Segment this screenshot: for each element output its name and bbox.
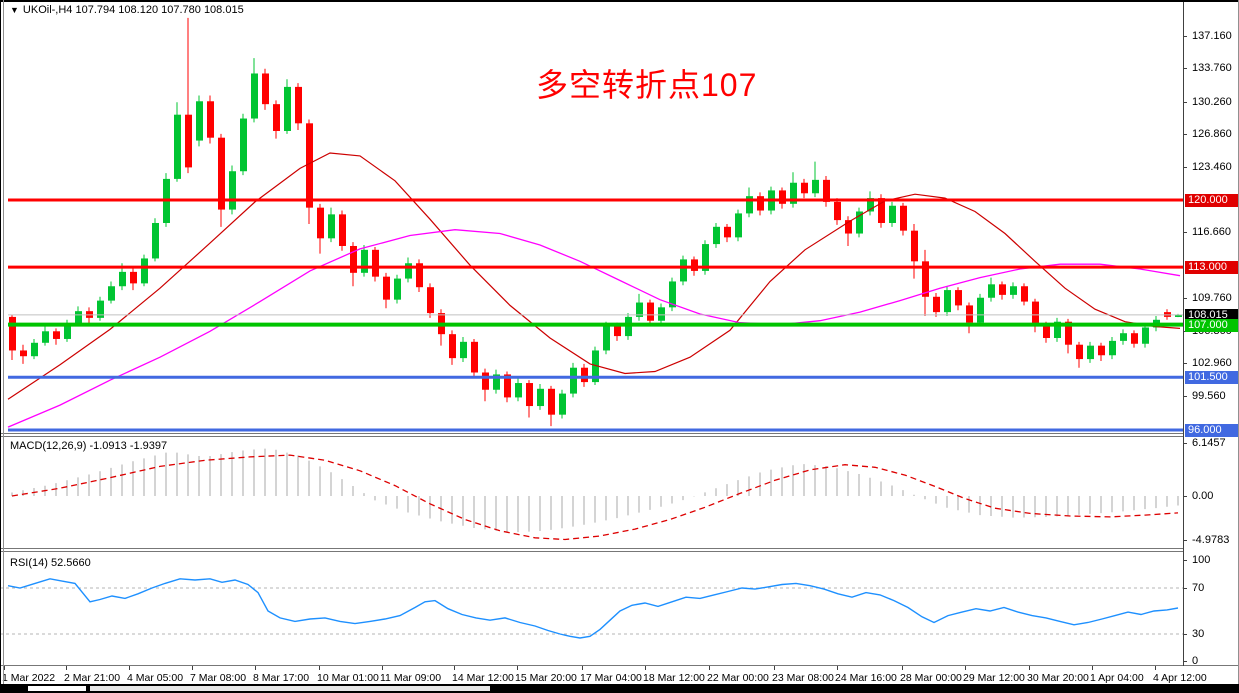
time-label: 29 Mar 12:00 xyxy=(963,672,1025,684)
price-tick-label: 109.760 xyxy=(1192,292,1232,305)
time-tick-mark xyxy=(902,666,903,670)
time-label: 10 Mar 01:00 xyxy=(317,672,379,684)
bottom-scrollbar[interactable] xyxy=(0,684,1239,693)
time-label: 2 Mar 21:00 xyxy=(64,672,121,684)
scrollbar-thumb[interactable] xyxy=(28,686,86,691)
scrollbar-track xyxy=(90,686,490,691)
time-label: 23 Mar 08:00 xyxy=(772,672,834,684)
window-border-left xyxy=(0,0,1,684)
time-tick-mark xyxy=(965,666,966,670)
rsi-tick-label: 0 xyxy=(1192,655,1199,667)
symbol-dropdown-icon[interactable]: ▼ xyxy=(10,5,19,15)
time-label: 24 Mar 16:00 xyxy=(835,672,897,684)
macd-tick-mark xyxy=(1183,496,1187,497)
time-tick-mark xyxy=(774,666,775,670)
time-label: 4 Mar 05:00 xyxy=(127,672,184,684)
macd-tick-label: 6.1457 xyxy=(1192,437,1226,449)
price-tick-label: 116.660 xyxy=(1192,226,1231,238)
rsi-tick-mark xyxy=(1183,634,1187,635)
price-level-box: 101.500 xyxy=(1185,371,1238,385)
time-tick-mark xyxy=(454,666,455,670)
price-tick-label: 99.560 xyxy=(1192,389,1226,402)
panel-separator xyxy=(0,551,1183,552)
macd-tick-mark xyxy=(1183,540,1187,541)
window-border-top xyxy=(0,0,1239,2)
time-tick-mark xyxy=(4,666,5,670)
time-tick-mark xyxy=(645,666,646,670)
time-label: 1 Apr 04:00 xyxy=(1090,672,1144,684)
time-label: 22 Mar 00:00 xyxy=(707,672,769,684)
chart-title: ▼ UKOil-,H4 107.794 108.120 107.780 108.0… xyxy=(10,4,244,16)
price-tick-label: 102.960 xyxy=(1192,357,1232,370)
time-label: 18 Mar 12:00 xyxy=(643,672,705,684)
price-tick-label: 137.160 xyxy=(1192,29,1232,42)
macd-indicator-chart[interactable] xyxy=(0,437,1183,546)
time-tick-mark xyxy=(255,666,256,670)
rsi-tick-mark xyxy=(1183,661,1187,662)
price-tick-label: 130.260 xyxy=(1192,95,1232,108)
price-tick-mark xyxy=(1183,298,1187,300)
price-axis-line xyxy=(1183,0,1184,666)
rsi-tick-label: 30 xyxy=(1192,628,1205,640)
time-label: 30 Mar 20:00 xyxy=(1027,672,1089,684)
time-label: 14 Mar 12:00 xyxy=(452,672,514,684)
time-label: 11 Mar 09:00 xyxy=(380,672,442,684)
price-tick-mark xyxy=(1183,35,1187,37)
price-level-box: 113.000 xyxy=(1185,261,1238,275)
chart-annotation-text: 多空转折点107 xyxy=(536,67,758,103)
time-tick-mark xyxy=(837,666,838,670)
rsi-tick-mark xyxy=(1183,588,1187,589)
time-tick-mark xyxy=(709,666,710,670)
main-price-chart[interactable] xyxy=(0,0,1183,433)
time-tick-mark xyxy=(319,666,320,670)
time-tick-mark xyxy=(129,666,130,670)
price-tick-mark xyxy=(1183,363,1187,365)
rsi-tick-label: 100 xyxy=(1192,554,1211,566)
price-level-box: 96.000 xyxy=(1185,424,1238,437)
price-level-box: 120.000 xyxy=(1185,193,1238,207)
time-tick-mark xyxy=(1029,666,1030,670)
price-tick-label: 123.460 xyxy=(1192,160,1232,173)
price-level-box: 107.000 xyxy=(1185,318,1238,332)
window-border-left-inner xyxy=(3,0,4,684)
price-tick-label: 133.760 xyxy=(1192,62,1232,75)
time-tick-mark xyxy=(582,666,583,670)
time-label: 28 Mar 00:00 xyxy=(900,672,962,684)
rsi-tick-mark xyxy=(1183,560,1187,561)
time-axis-separator xyxy=(0,665,1239,666)
time-label: 4 Apr 12:00 xyxy=(1153,672,1207,684)
time-tick-mark xyxy=(1092,666,1093,670)
panel-separator[interactable] xyxy=(0,548,1183,549)
time-label: 17 Mar 04:00 xyxy=(580,672,642,684)
panel-separator[interactable] xyxy=(0,433,1183,434)
time-tick-mark xyxy=(192,666,193,670)
macd-indicator-label: MACD(12,26,9) -1.0913 -1.9397 xyxy=(10,440,168,452)
rsi-indicator-chart[interactable] xyxy=(0,553,1183,665)
time-tick-mark xyxy=(66,666,67,670)
macd-tick-label: -4.9783 xyxy=(1192,534,1230,546)
rsi-tick-label: 70 xyxy=(1192,582,1205,594)
chart-title-text: UKOil-,H4 107.794 108.120 107.780 108.01… xyxy=(22,4,244,16)
price-tick-mark xyxy=(1183,395,1187,397)
price-tick-mark xyxy=(1183,232,1187,233)
price-tick-mark xyxy=(1183,134,1187,136)
macd-tick-mark xyxy=(1183,443,1187,444)
price-tick-mark xyxy=(1183,101,1187,103)
time-label: 8 Mar 17:00 xyxy=(253,672,310,684)
time-label: 15 Mar 20:00 xyxy=(515,672,577,684)
time-label: 1 Mar 2022 xyxy=(2,672,56,684)
macd-tick-label: 0.00 xyxy=(1192,490,1214,502)
time-tick-mark xyxy=(382,666,383,670)
price-tick-mark xyxy=(1183,166,1187,168)
price-tick-mark xyxy=(1183,68,1187,70)
price-tick-label: 126.860 xyxy=(1192,128,1232,141)
time-tick-mark xyxy=(1155,666,1156,670)
time-tick-mark xyxy=(517,666,518,670)
time-label: 7 Mar 08:00 xyxy=(190,672,247,684)
panel-separator xyxy=(0,436,1183,437)
rsi-indicator-label: RSI(14) 52.5660 xyxy=(10,557,91,569)
